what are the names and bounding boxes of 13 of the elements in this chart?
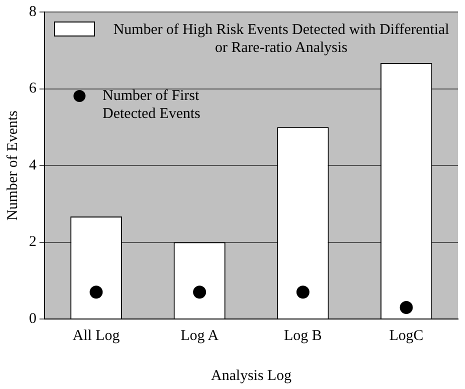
y-tick-label: 8	[29, 4, 36, 20]
legend-label: Number of High Risk Events Detected with Differential or Rare-ratio Analysis	[113, 22, 450, 56]
y-tick-label: 2	[29, 234, 36, 250]
y-tick-label: 6	[29, 80, 37, 97]
x-tick-label: LogC	[389, 328, 424, 344]
y-tick-label: 0	[29, 310, 36, 327]
y-axis-title: Number of Events	[4, 110, 21, 220]
x-axis-title: Analysis Log	[211, 368, 292, 384]
x-tick-label: Log B	[284, 328, 322, 344]
y-tick-label: 4	[29, 157, 37, 174]
x-tick-label: Log A	[180, 328, 219, 344]
legend-label: Number of First Detected Events	[102, 88, 201, 122]
x-tick-label: All Log	[72, 328, 120, 344]
